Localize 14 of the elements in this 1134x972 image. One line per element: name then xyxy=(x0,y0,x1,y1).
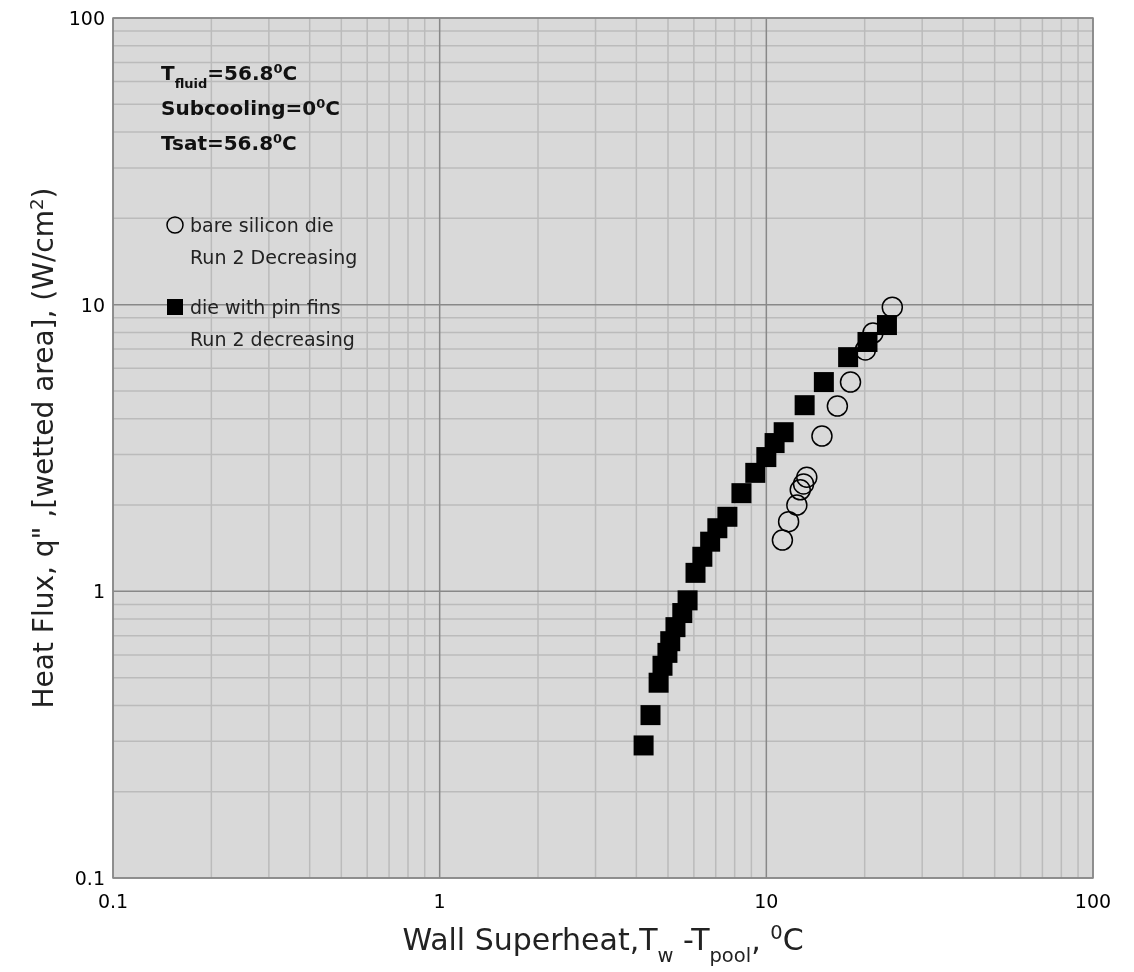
annotation: T$_{fluid}$=56.8$^{0}$C xyxy=(161,60,298,91)
x-tick-label: 0.1 xyxy=(97,890,129,912)
annotation: Subcooling=0$^{0}$C xyxy=(161,95,340,120)
y-tick-label: 0.1 xyxy=(74,867,105,889)
y-tick-label: 1 xyxy=(92,580,105,603)
y-tick-label: 100 xyxy=(68,7,105,29)
annotation: Tsat=56.8$^{0}$C xyxy=(161,130,297,155)
x-tick-label: 10 xyxy=(754,890,779,912)
y-tick-label: 10 xyxy=(80,293,105,316)
legend-label: bare silicon die Run 2 Decreasing xyxy=(190,214,358,268)
x-tick-label: 1 xyxy=(433,890,446,912)
x-axis-title: Wall Superheat,T$_{w}$ -T$_{pool}$, $^{0}$C xyxy=(402,920,804,967)
x-tick-label: 100 xyxy=(1074,890,1112,912)
legend-label: die with pin fins Run 2 decreasing xyxy=(190,296,355,350)
